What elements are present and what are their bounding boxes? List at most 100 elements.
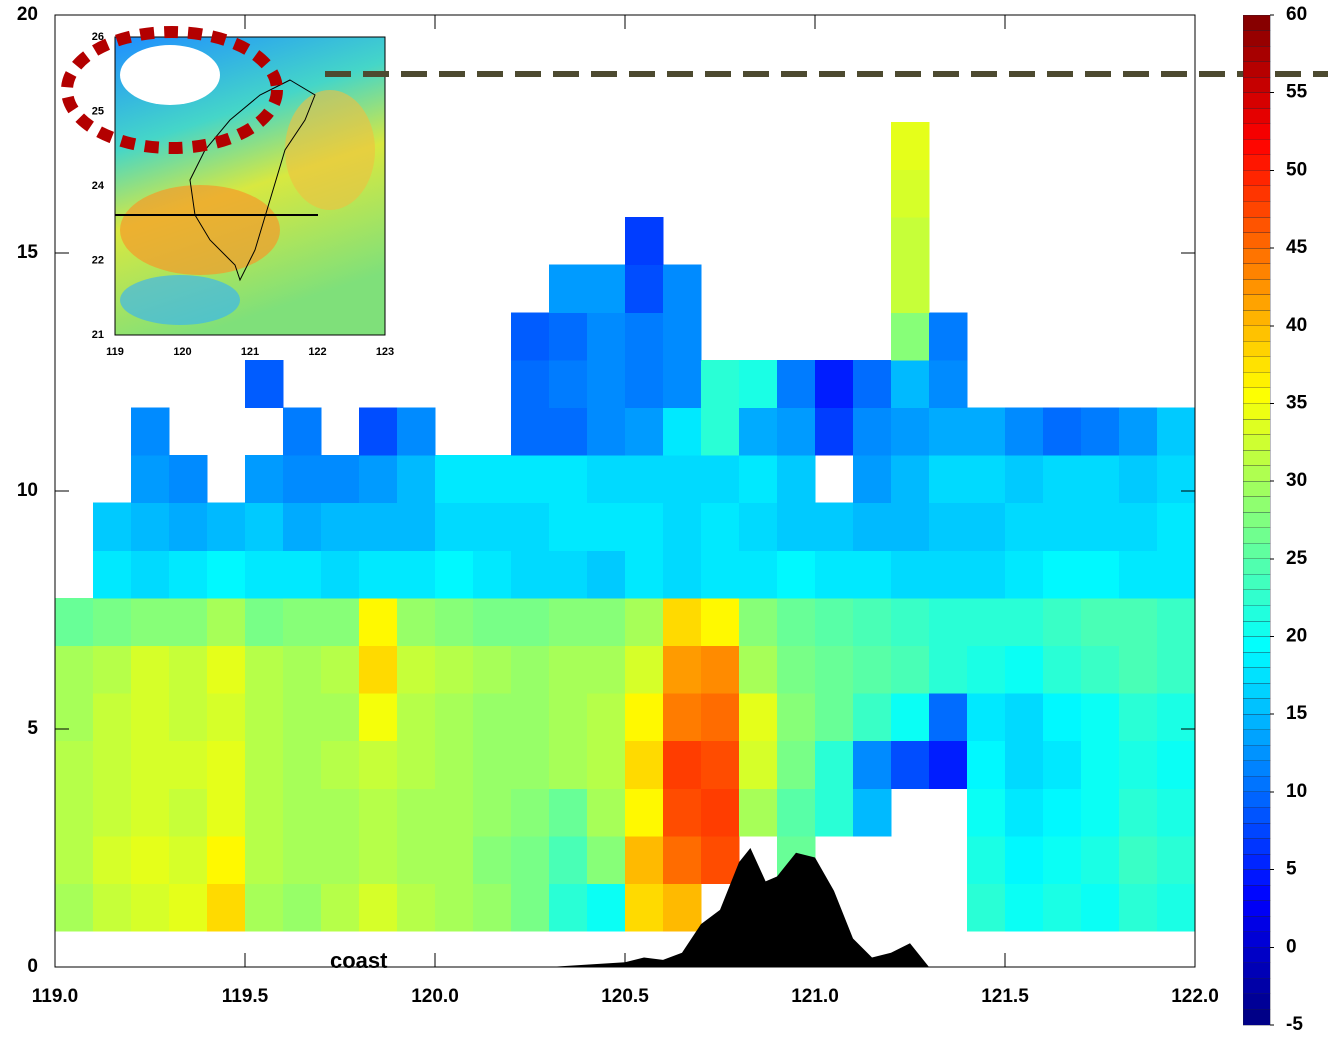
colorbar-band (1242, 294, 1271, 311)
colorbar-band (1242, 605, 1271, 622)
taiwan-outline (189, 79, 316, 282)
colorbar-band (1242, 341, 1271, 357)
cell (662, 264, 702, 313)
colorbar-band (1242, 325, 1271, 342)
cell (510, 883, 550, 932)
inset-x-label: 119 (106, 346, 124, 358)
colorbar-band (1242, 496, 1271, 513)
colorbar-band (1242, 123, 1271, 140)
colorbar-band (1242, 30, 1271, 47)
colorbar-band (1242, 869, 1271, 886)
cell (358, 788, 398, 837)
colorbar-band (1242, 636, 1271, 653)
colorbar-band (1242, 760, 1271, 777)
colorbar-band (1242, 418, 1271, 435)
cell (624, 407, 664, 456)
cell (168, 693, 208, 742)
inset-map: 119 120 121 122 123 26 25 24 22 21 (92, 31, 394, 358)
inset-x-label: 120 (173, 346, 191, 358)
cell (586, 835, 626, 884)
cell (282, 645, 322, 694)
cell (548, 740, 588, 789)
cell (700, 455, 740, 504)
cell (472, 455, 512, 504)
cell (1156, 740, 1196, 789)
cell (852, 502, 892, 551)
cell (472, 883, 512, 932)
cell (928, 550, 968, 599)
annotation: coast (330, 948, 388, 973)
cell (890, 121, 930, 170)
colorbar-label: 40 (1286, 315, 1307, 336)
cell (206, 693, 246, 742)
cell (54, 883, 94, 932)
cell (776, 645, 816, 694)
cell (624, 359, 664, 408)
inset-x-label: 121 (241, 346, 259, 358)
cell (890, 407, 930, 456)
cell (662, 455, 702, 504)
colorbar-band (1242, 247, 1271, 264)
colorbar: -5 0 5 10 15 20 25 30 35 40 45 50 55 60 (1242, 4, 1308, 1035)
y-tick-label: 5 (27, 718, 38, 739)
cell (586, 502, 626, 551)
cell (130, 883, 170, 932)
cell (130, 835, 170, 884)
cell (282, 788, 322, 837)
cell (1080, 883, 1120, 932)
cell (358, 835, 398, 884)
cell (624, 883, 664, 932)
cell (776, 502, 816, 551)
colorbar-band (1242, 61, 1271, 78)
cell (1118, 883, 1158, 932)
cell (358, 883, 398, 932)
cell (928, 359, 968, 408)
cell (662, 550, 702, 599)
cell (928, 455, 968, 504)
cell (130, 693, 170, 742)
cell (320, 502, 360, 551)
colorbar-band (1242, 372, 1271, 389)
cell (1156, 597, 1196, 646)
cell (1042, 883, 1082, 932)
cell (586, 407, 626, 456)
colorbar-band (1242, 279, 1271, 295)
cell (358, 407, 398, 456)
cell (814, 645, 854, 694)
cell (548, 645, 588, 694)
cell (1156, 788, 1196, 837)
axes: 119.0 119.5 120.0 120.5 121.0 121.5 122.0 0 5 10 1… (17, 4, 1219, 1007)
cell (1004, 883, 1044, 932)
cell (244, 835, 284, 884)
cell (890, 217, 930, 266)
cell (1042, 693, 1082, 742)
cell (738, 455, 778, 504)
cell (624, 693, 664, 742)
cell (358, 693, 398, 742)
x-tick-label: 121.5 (981, 986, 1029, 1007)
cell (928, 502, 968, 551)
heatmap (54, 121, 1196, 932)
cell (244, 788, 284, 837)
colorbar-band (1242, 527, 1271, 544)
inset-echo (120, 185, 280, 275)
colorbar-band (1242, 170, 1271, 187)
y-tick-label: 10 (17, 480, 38, 501)
cell (738, 597, 778, 646)
colorbar-band (1242, 263, 1271, 280)
cell (662, 693, 702, 742)
cell (168, 788, 208, 837)
colorbar-band (1242, 92, 1271, 109)
cell (130, 407, 170, 456)
cell (396, 788, 436, 837)
cell (776, 597, 816, 646)
cell (624, 312, 664, 361)
cell (54, 645, 94, 694)
cell (852, 740, 892, 789)
cell (510, 359, 550, 408)
cell (700, 740, 740, 789)
cell (966, 455, 1006, 504)
cell (700, 359, 740, 408)
